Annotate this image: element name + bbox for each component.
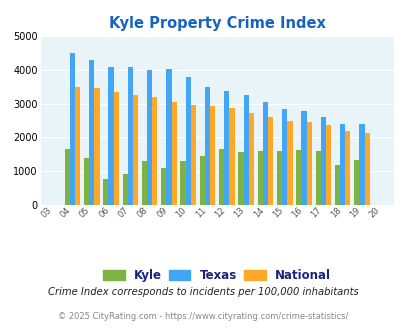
Bar [171,102,176,205]
Bar [281,109,287,205]
Bar [301,111,306,205]
Bar [238,152,243,205]
Bar [132,95,138,205]
Bar [229,108,234,205]
Bar [122,174,128,205]
Bar [315,151,320,205]
Bar [339,124,344,205]
Bar [152,97,157,205]
Bar [64,149,70,205]
Bar [224,91,229,205]
Bar [161,168,166,205]
Legend: Kyle, Texas, National: Kyle, Texas, National [98,264,335,287]
Bar [113,92,119,205]
Bar [344,131,350,205]
Bar [185,77,190,205]
Bar [70,53,75,205]
Bar [364,133,369,205]
Bar [287,121,292,205]
Text: Crime Index corresponds to incidents per 100,000 inhabitants: Crime Index corresponds to incidents per… [47,287,358,297]
Bar [128,67,132,205]
Bar [89,60,94,205]
Bar [166,69,171,205]
Bar [147,70,152,205]
Bar [257,151,262,205]
Bar [180,161,185,205]
Bar [320,117,325,205]
Bar [306,122,311,205]
Bar [199,156,205,205]
Bar [205,87,210,205]
Title: Kyle Property Crime Index: Kyle Property Crime Index [109,16,325,31]
Bar [141,161,147,205]
Bar [219,149,224,205]
Bar [353,160,358,205]
Bar [296,150,301,205]
Bar [108,67,113,205]
Bar [262,102,267,205]
Bar [267,117,273,205]
Bar [84,158,89,205]
Bar [190,105,196,205]
Bar [103,180,108,205]
Text: © 2025 CityRating.com - https://www.cityrating.com/crime-statistics/: © 2025 CityRating.com - https://www.city… [58,313,347,321]
Bar [243,95,248,205]
Bar [334,165,339,205]
Bar [358,124,364,205]
Bar [248,113,254,205]
Bar [325,125,330,205]
Bar [94,88,99,205]
Bar [75,87,80,205]
Bar [210,106,215,205]
Bar [276,151,281,205]
